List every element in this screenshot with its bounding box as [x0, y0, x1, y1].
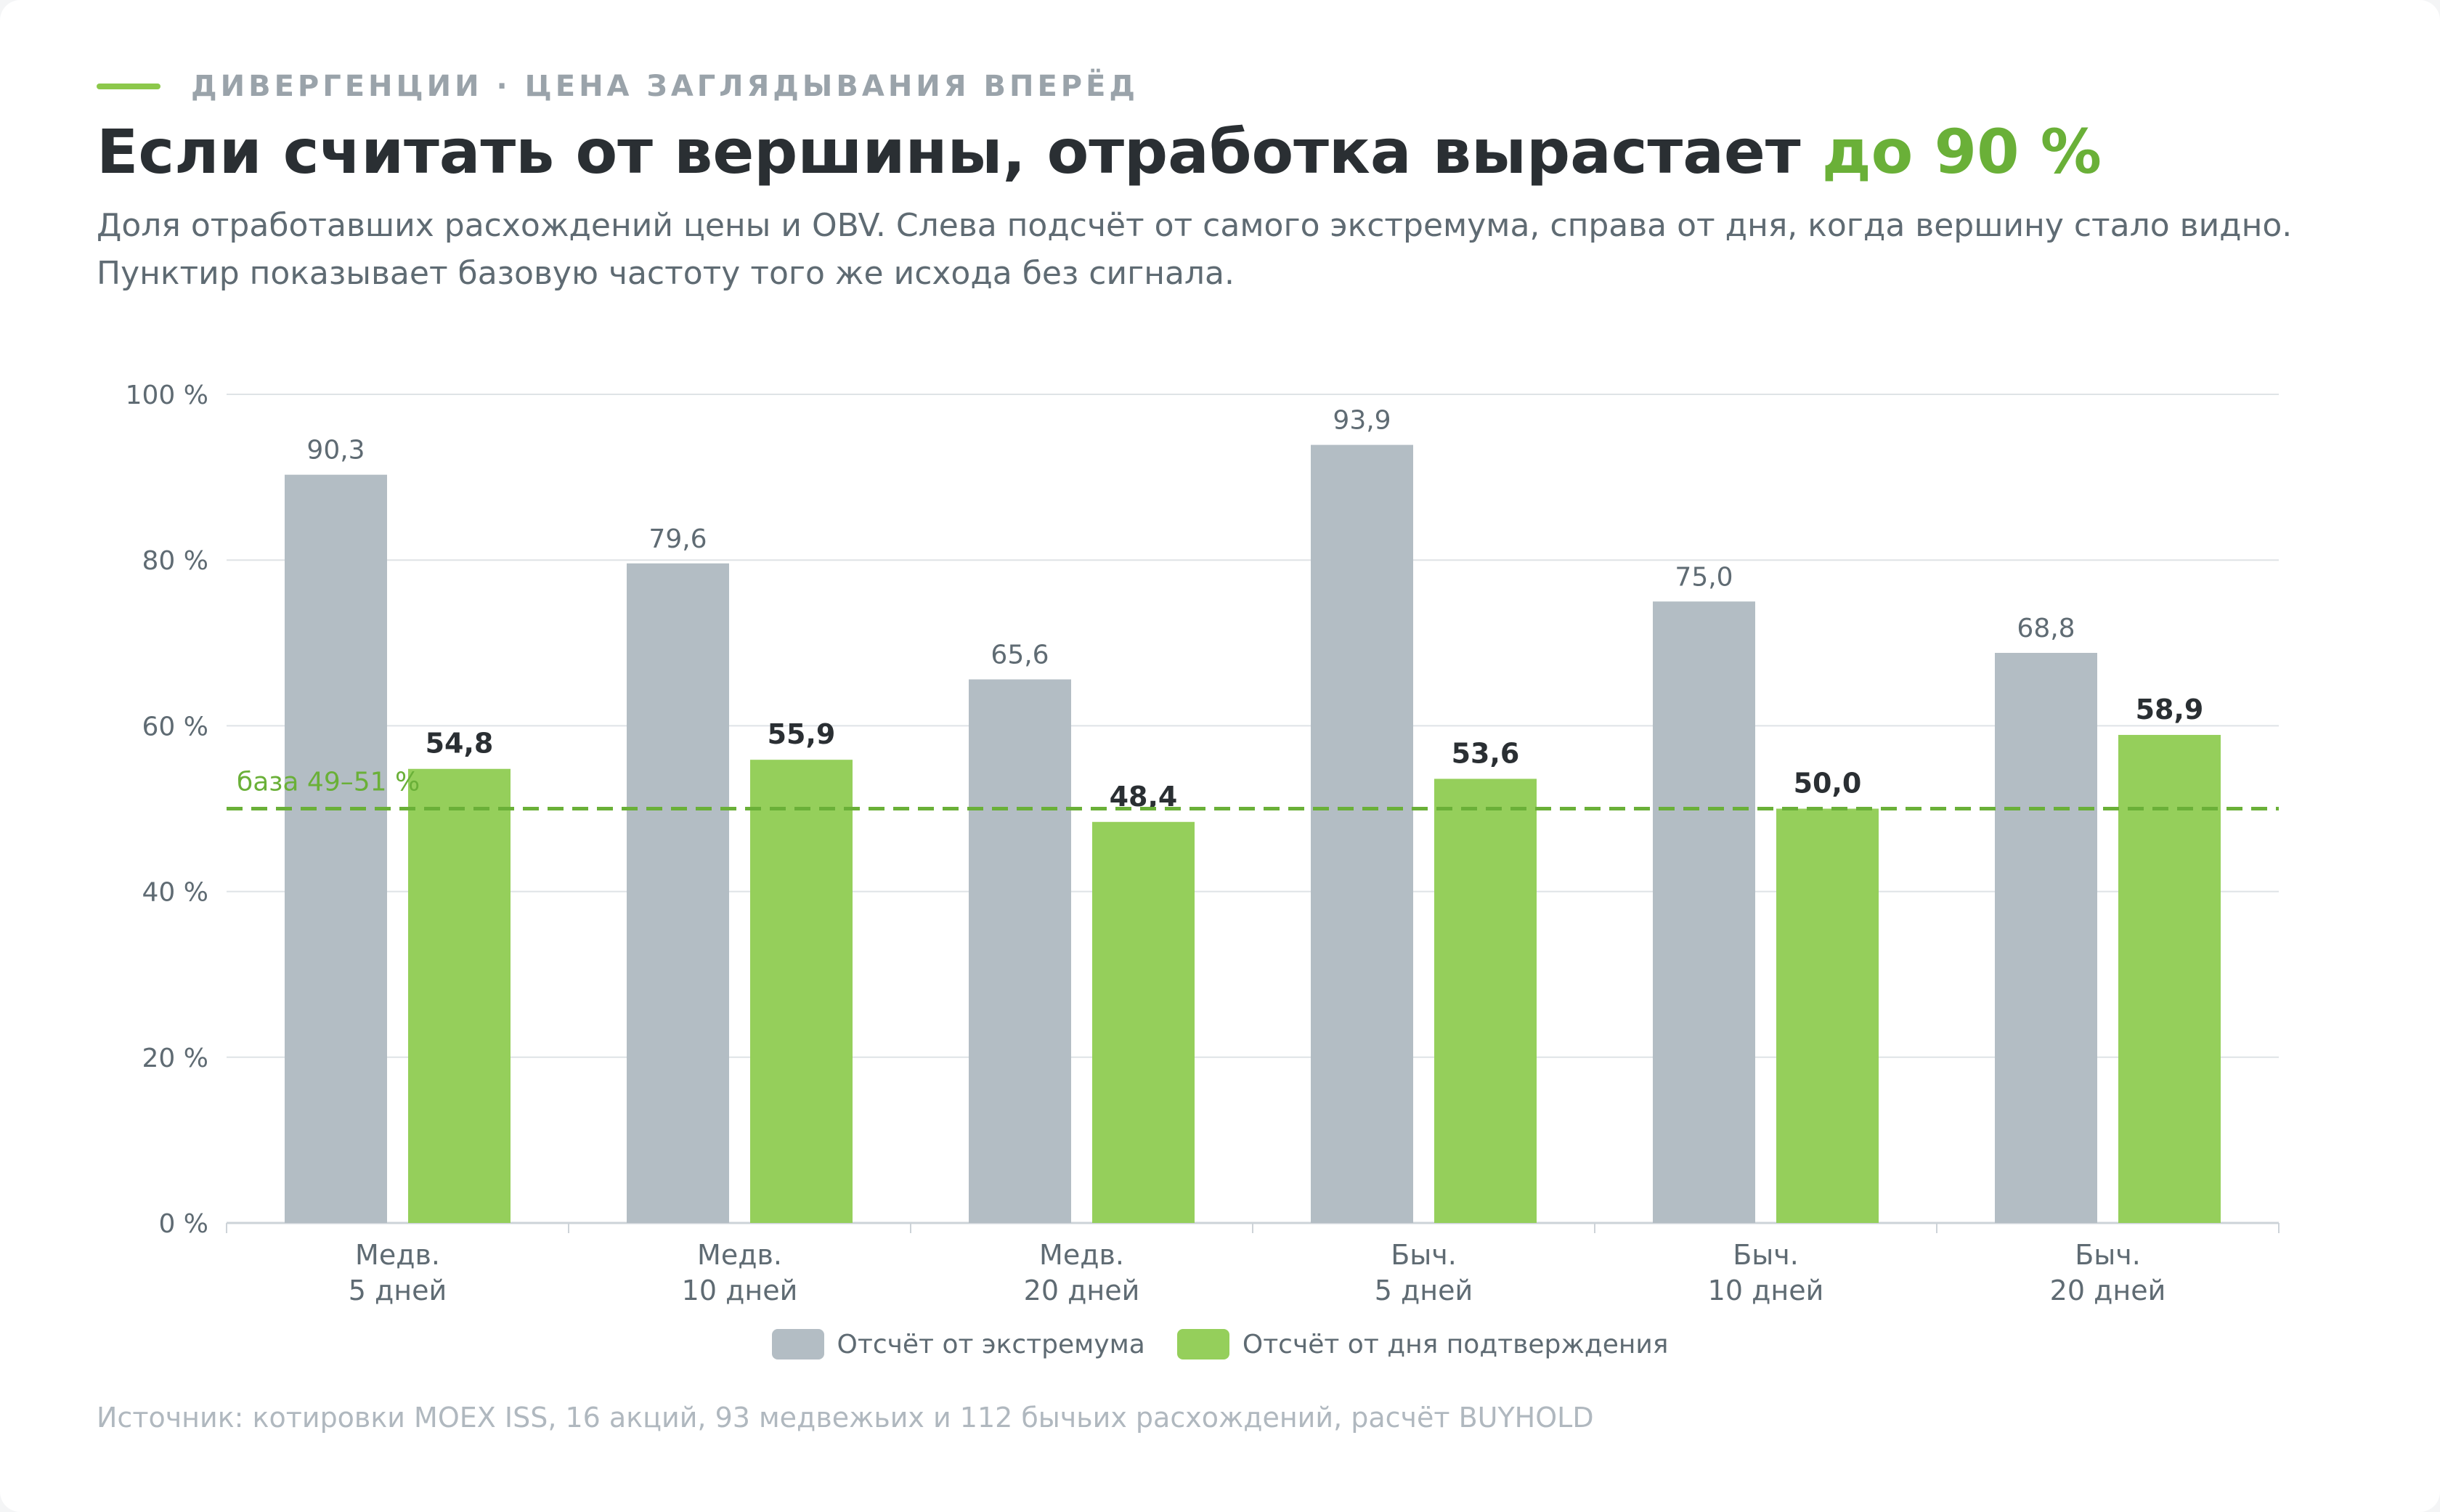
data-label: 68,8 [2017, 614, 2075, 643]
bar-extremum [285, 474, 387, 1223]
legend-label-confirmation: Отсчёт от дня подтверждения [1242, 1329, 1669, 1359]
x-tick-label: Медв. [355, 1239, 440, 1271]
data-label: 55,9 [768, 718, 836, 750]
x-tick-label: 10 дней [682, 1275, 798, 1306]
data-label: 93,9 [1333, 406, 1391, 436]
subtitle-line-2: Пунктир показывает базовую частоту того … [97, 255, 1235, 292]
legend-swatch-confirmation [1176, 1329, 1229, 1359]
data-label: 58,9 [2136, 694, 2204, 725]
x-tick-label: 20 дней [1024, 1275, 1140, 1306]
data-label: 50,0 [1794, 768, 1862, 800]
y-tick-label: 40 % [142, 878, 208, 908]
y-tick-label: 100 % [126, 381, 208, 410]
legend-label-extremum: Отсчёт от экстремума [837, 1329, 1145, 1359]
data-label: 79,6 [648, 524, 707, 554]
data-label: 53,6 [1452, 737, 1520, 769]
x-tick-label: Медв. [697, 1239, 782, 1271]
chart-legend: Отсчёт от экстремума Отсчёт от дня подтв… [0, 1329, 2440, 1359]
subtitle-line-1: Доля отработавших расхождений цены и OBV… [97, 207, 2293, 244]
legend-item-extremum: Отсчёт от экстремума [771, 1329, 1145, 1359]
y-tick-label: 0 % [158, 1209, 208, 1239]
bar-confirmation [408, 768, 511, 1223]
bar-extremum [1653, 601, 1755, 1223]
bar-confirmation [1092, 821, 1195, 1223]
y-tick-label: 80 % [142, 546, 208, 576]
x-tick-label: Быч. [1733, 1239, 1799, 1271]
eyebrow-text: ДИВЕРГЕНЦИИ · ЦЕНА ЗАГЛЯДЫВАНИЯ ВПЕРЁД [191, 70, 1139, 103]
bar-chart: 0 % 20 % 40 % 60 % 80 % 100 % 90,3 54,8 Медв. 5 д… [126, 381, 2280, 1306]
bar-extremum [969, 679, 1071, 1223]
data-label: 75,0 [1675, 562, 1733, 592]
data-label: 54,8 [426, 728, 494, 760]
data-label: 90,3 [306, 436, 365, 466]
subtitle: Доля отработавших расхождений цены и OBV… [97, 202, 2384, 298]
x-tick-label: Быч. [2075, 1239, 2141, 1271]
legend-item-confirmation: Отсчёт от дня подтверждения [1176, 1329, 1669, 1359]
title-accent: до 90 % [1821, 116, 2102, 187]
data-label: 65,6 [991, 641, 1049, 670]
x-tick-label: 10 дней [1708, 1275, 1824, 1306]
source-note: Источник: котировки MOEX ISS, 16 акций, … [97, 1402, 1594, 1434]
bar-extremum [627, 563, 729, 1223]
bar-confirmation [2118, 734, 2221, 1223]
eyebrow-accent-bar [97, 84, 160, 89]
bar-confirmation [1776, 808, 1879, 1223]
x-tick-label: 5 дней [1375, 1275, 1473, 1306]
x-tick-label: 20 дней [2050, 1275, 2166, 1306]
x-tick-label: 5 дней [349, 1275, 447, 1306]
bar-confirmation [1434, 779, 1537, 1223]
y-tick-label: 20 % [142, 1044, 208, 1073]
page-title: Если считать от вершины, отработка вырас… [97, 116, 2102, 187]
bar-confirmation [750, 760, 853, 1223]
title-main: Если считать от вершины, отработка вырас… [97, 116, 1801, 187]
baseline-label: база 49–51 % [237, 768, 420, 797]
eyebrow: ДИВЕРГЕНЦИИ · ЦЕНА ЗАГЛЯДЫВАНИЯ ВПЕРЁД [97, 70, 1139, 103]
legend-swatch-extremum [771, 1329, 824, 1359]
bar-extremum [1311, 444, 1413, 1223]
y-tick-label: 60 % [142, 712, 208, 741]
bar-extremum [1995, 652, 2097, 1223]
x-tick-label: Быч. [1391, 1239, 1457, 1271]
x-tick-label: Медв. [1039, 1239, 1124, 1271]
